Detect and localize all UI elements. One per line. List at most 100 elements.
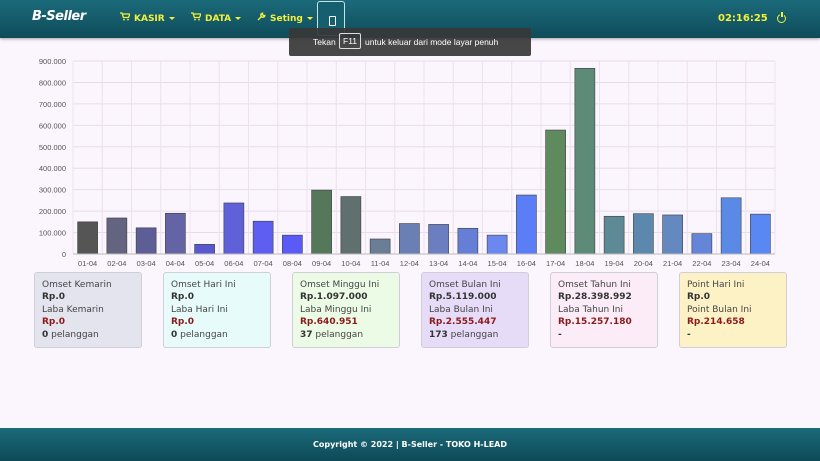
y-tick-label: 500.000 bbox=[39, 143, 66, 152]
x-tick-label: 04-04 bbox=[166, 259, 185, 268]
card-value-2: Rp.0 bbox=[42, 317, 66, 328]
y-tick-label: 800.000 bbox=[39, 78, 66, 87]
y-tick-label: 300.000 bbox=[39, 186, 66, 195]
card-value: Rp.28.398.992 bbox=[558, 292, 632, 303]
card-label: Laba Tahun Ini bbox=[558, 304, 623, 315]
menu-data-label: DATA bbox=[205, 14, 232, 24]
bar-14-04 bbox=[457, 227, 479, 255]
bar-18-04 bbox=[574, 67, 596, 255]
chevron-down-icon bbox=[168, 17, 175, 20]
card-title: Omset Bulan Ini bbox=[429, 280, 501, 290]
bar-23-04 bbox=[720, 197, 742, 255]
bar-17-04 bbox=[545, 129, 566, 255]
y-tick-label: 700.000 bbox=[39, 100, 66, 109]
card-value: Rp.0 bbox=[42, 292, 66, 303]
bar-01-04 bbox=[77, 221, 98, 255]
fullscreen-notice-text: untuk keluar dari mode layar penuh bbox=[365, 37, 499, 47]
x-tick-label: 22-04 bbox=[692, 259, 711, 268]
bar-13-04 bbox=[428, 224, 449, 255]
bar-08-04 bbox=[282, 234, 303, 255]
card-count: 0 bbox=[42, 329, 49, 340]
card-count-label: pelanggan bbox=[315, 329, 364, 340]
bar-10-04 bbox=[340, 196, 362, 255]
mobile-icon bbox=[329, 16, 336, 26]
bar-12-04 bbox=[399, 223, 420, 255]
menu-seting-label: Seting bbox=[270, 14, 303, 24]
menu-data[interactable]: DATA bbox=[191, 0, 242, 38]
bar-05-04 bbox=[194, 244, 215, 255]
cart-icon bbox=[120, 0, 132, 38]
x-tick-label: 08-04 bbox=[283, 259, 302, 268]
card-title: Omset Kemarin bbox=[42, 280, 112, 290]
bar-11-04 bbox=[369, 238, 391, 255]
card-omset-bulan-ini: Omset Bulan Ini Rp.5.119.000 Laba Bulan … bbox=[421, 272, 529, 348]
card-omset-tahun-ini: Omset Tahun Ini Rp.28.398.992 Laba Tahun… bbox=[550, 272, 658, 348]
card-count: - bbox=[687, 329, 691, 340]
card-count-label: pelanggan bbox=[450, 329, 499, 340]
power-icon[interactable] bbox=[777, 12, 786, 23]
bar-20-04 bbox=[633, 213, 654, 255]
y-tick-label: 0 bbox=[62, 250, 66, 259]
card-point: Point Hari Ini Rp.0 Point Bulan Ini Rp.2… bbox=[679, 272, 787, 348]
card-count: 173 bbox=[429, 329, 448, 340]
bar-02-04 bbox=[106, 217, 128, 255]
card-label: Laba Kemarin bbox=[42, 304, 104, 315]
wrench-icon bbox=[257, 0, 266, 38]
card-omset-minggu-ini: Omset Minggu Ini Rp.1.097.000 Laba Mingg… bbox=[292, 272, 400, 348]
x-tick-label: 02-04 bbox=[107, 259, 126, 268]
x-tick-label: 16-04 bbox=[517, 259, 536, 268]
card-value-2: Rp.640.951 bbox=[300, 317, 358, 328]
card-value: Rp.0 bbox=[171, 292, 195, 303]
x-tick-label: 21-04 bbox=[663, 259, 682, 268]
card-value-2: Rp.0 bbox=[171, 317, 195, 328]
card-count: 0 bbox=[171, 329, 178, 340]
x-tick-label: 10-04 bbox=[341, 259, 360, 268]
x-tick-label: 12-04 bbox=[400, 259, 419, 268]
x-tick-label: 01-04 bbox=[78, 259, 97, 268]
fullscreen-notice: Tekan F11 untuk keluar dari mode layar p… bbox=[289, 28, 531, 56]
x-tick-label: 14-04 bbox=[458, 259, 477, 268]
card-label: Laba Minggu Ini bbox=[300, 304, 372, 315]
x-tick-label: 15-04 bbox=[488, 259, 507, 268]
card-value: Rp.1.097.000 bbox=[300, 292, 368, 303]
menu-kasir[interactable]: KASIR bbox=[120, 0, 175, 38]
bar-07-04 bbox=[252, 220, 274, 255]
card-value-2: Rp.15.257.180 bbox=[558, 317, 632, 328]
card-value-2: Rp.2.555.447 bbox=[429, 317, 497, 328]
card-value: Rp.0 bbox=[687, 292, 711, 303]
x-tick-label: 07-04 bbox=[254, 259, 273, 268]
card-label: Laba Bulan Ini bbox=[429, 304, 493, 315]
card-label: Point Bulan Ini bbox=[687, 304, 752, 315]
card-omset-hari-ini: Omset Hari Ini Rp.0 Laba Hari Ini Rp.0 0… bbox=[163, 272, 271, 348]
x-tick-label: 11-04 bbox=[371, 259, 390, 268]
card-count: 37 bbox=[300, 329, 313, 340]
card-title: Omset Hari Ini bbox=[171, 280, 236, 290]
x-tick-label: 19-04 bbox=[605, 259, 624, 268]
card-title: Point Hari Ini bbox=[687, 280, 745, 290]
card-title: Omset Minggu Ini bbox=[300, 280, 380, 290]
card-value-2: Rp.214.658 bbox=[687, 317, 745, 328]
bar-24-04 bbox=[750, 213, 771, 255]
cart-icon bbox=[191, 0, 203, 38]
chevron-down-icon bbox=[306, 17, 313, 20]
chevron-down-icon bbox=[235, 17, 242, 20]
bar-03-04 bbox=[135, 227, 157, 255]
x-tick-label: 24-04 bbox=[751, 259, 770, 268]
x-tick-label: 13-04 bbox=[429, 259, 448, 268]
card-title: Omset Tahun Ini bbox=[558, 280, 631, 290]
brand-logo[interactable]: B-Seller bbox=[32, 9, 86, 24]
bar-04-04 bbox=[165, 212, 186, 255]
menu-seting[interactable]: Seting bbox=[257, 0, 313, 38]
bar-19-04 bbox=[603, 215, 625, 255]
bar-21-04 bbox=[662, 214, 683, 255]
y-tick-label: 100.000 bbox=[39, 229, 66, 238]
bar-22-04 bbox=[691, 233, 713, 255]
daily-sales-chart: 0 100.000 200.000 300.000 400.000 500.000 600.… bbox=[39, 57, 776, 268]
footer: Copyright © 2022 | B-Seller - TOKO H-LEA… bbox=[0, 428, 820, 461]
x-tick-label: 18-04 bbox=[575, 259, 594, 268]
bar-16-04 bbox=[516, 194, 537, 255]
card-count-label: pelanggan bbox=[180, 329, 228, 340]
x-tick-label: 17-04 bbox=[546, 259, 565, 268]
card-count-label: pelanggan bbox=[51, 329, 99, 340]
y-tick-label: 400.000 bbox=[39, 164, 66, 173]
